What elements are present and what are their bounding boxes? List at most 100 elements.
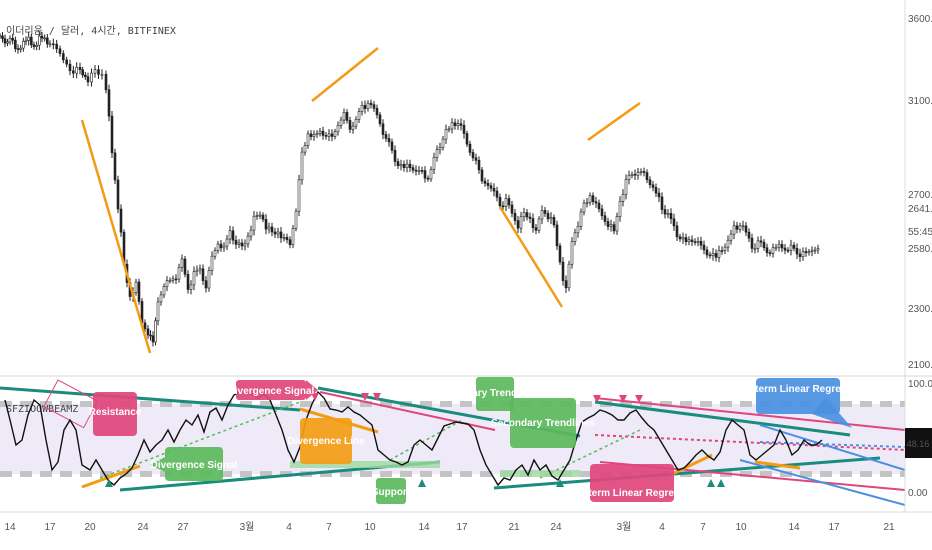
sell-arrow-icon: [373, 393, 381, 401]
candle-body: [55, 43, 58, 50]
candle-body: [312, 134, 316, 137]
candle-body: [645, 172, 649, 181]
candle-body: [486, 183, 490, 186]
candle-body: [35, 44, 38, 47]
candle-body: [801, 251, 805, 258]
candle-body: [429, 169, 433, 180]
annotation-longterm-regression: Longterm Linear Regression: [564, 464, 700, 502]
y-tick-label-faint: 2641.50: [908, 204, 932, 215]
candle-body: [558, 245, 562, 263]
candle-body: [162, 286, 166, 296]
candle-body: [234, 239, 238, 245]
candle-body: [726, 239, 730, 248]
price-panel[interactable]: 이더리움 / 달러, 4시간, BITFINEX: [0, 25, 820, 354]
divergence-trendline: [754, 460, 801, 470]
candle-body: [372, 104, 376, 109]
candle-body: [567, 263, 571, 289]
candle-body: [8, 37, 12, 43]
candle-body: [804, 251, 808, 254]
candle-body: [462, 125, 466, 134]
secondary-trendline: [594, 397, 906, 431]
candle-body: [501, 205, 505, 208]
candle-body: [681, 237, 685, 240]
candle-body: [240, 242, 244, 247]
candle-body: [384, 134, 388, 139]
candle-body: [438, 147, 442, 150]
candle-body: [137, 281, 141, 302]
candle-body: [360, 104, 364, 112]
candle-body: [738, 225, 742, 230]
oscillator-panel[interactable]: SFZIOOWBEAMZ: [0, 377, 906, 506]
candle-body: [285, 237, 289, 241]
candle-body: [708, 254, 712, 257]
candle-body: [43, 37, 46, 40]
candle-body: [795, 248, 799, 255]
candle-body: [684, 237, 688, 242]
candle-body: [6, 41, 9, 44]
candle-body: [759, 240, 763, 243]
candle-body: [414, 169, 418, 172]
candle-body: [540, 210, 544, 220]
candle-body: [474, 157, 478, 161]
candle-body: [570, 241, 574, 265]
candle-body: [510, 204, 514, 214]
candle-body: [93, 69, 97, 74]
svg-text:Divergence Signal: Divergence Signal: [228, 386, 315, 397]
candle-body: [297, 179, 301, 212]
candle-body: [402, 163, 406, 169]
svg-text:Primary Trendlines: Primary Trendlines: [450, 388, 540, 399]
candle-body: [375, 108, 379, 116]
candle-body: [735, 225, 739, 230]
divergence-trendline: [669, 453, 713, 477]
candle-body: [543, 210, 547, 214]
candle-body: [696, 240, 700, 243]
annotations: Resistance Divergence Signal Divergence …: [89, 377, 867, 504]
candle-body: [258, 214, 262, 217]
candle-body: [1, 35, 4, 39]
x-tick-label: 17: [44, 522, 56, 533]
candle-body: [237, 242, 241, 245]
candle-body: [213, 250, 217, 257]
candle-body: [408, 163, 412, 168]
candle-body: [315, 133, 319, 136]
candle-body: [156, 301, 160, 322]
candle-body: [621, 193, 625, 202]
x-tick-label: 17: [828, 522, 840, 533]
candle-body: [513, 212, 517, 221]
candle-body: [267, 226, 271, 230]
candle-body: [327, 133, 331, 137]
candle-body: [693, 241, 697, 243]
candle-body: [40, 35, 44, 39]
resistance-zone: [43, 379, 99, 429]
candle-body: [228, 230, 232, 240]
x-tick-label: 4: [659, 522, 665, 533]
candle-body: [702, 244, 706, 251]
candle-body: [807, 251, 811, 254]
candle-body: [792, 244, 796, 249]
candle-body: [366, 102, 370, 109]
candle-body: [306, 133, 310, 146]
candle-body: [216, 243, 220, 251]
candle-body: [119, 208, 123, 233]
candle-body: [354, 119, 358, 127]
candle-body: [149, 334, 152, 337]
oscillator-series-line: [4, 389, 823, 487]
candle-body: [32, 44, 36, 47]
x-tick-label: 3월: [617, 521, 632, 533]
candle-body: [588, 195, 592, 203]
candle-body: [774, 246, 778, 249]
candle-body: [780, 244, 784, 249]
x-tick-label: 7: [700, 522, 706, 533]
candle-body: [507, 198, 511, 206]
x-tick-label: 17: [456, 522, 468, 533]
x-tick-label: 4: [286, 522, 292, 533]
candle-body: [765, 247, 769, 253]
candle-body: [810, 250, 814, 253]
candle-body: [813, 249, 817, 252]
candle-body: [264, 219, 268, 230]
candle-body: [720, 250, 724, 252]
candle-body: [48, 43, 52, 46]
candle-body: [333, 131, 337, 137]
candle-body: [612, 224, 616, 232]
